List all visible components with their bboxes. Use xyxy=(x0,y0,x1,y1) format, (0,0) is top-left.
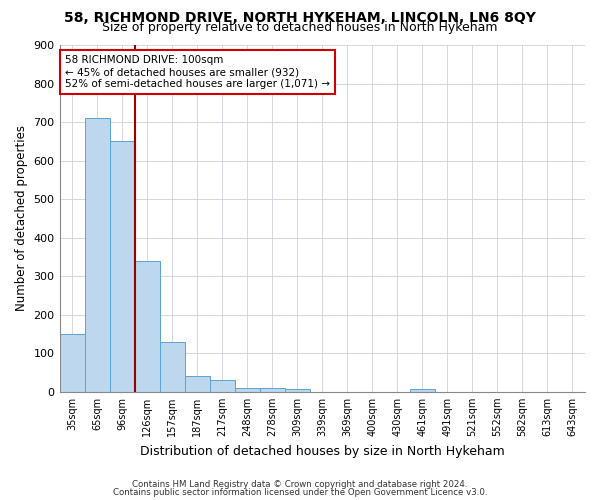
Text: 58, RICHMOND DRIVE, NORTH HYKEHAM, LINCOLN, LN6 8QY: 58, RICHMOND DRIVE, NORTH HYKEHAM, LINCO… xyxy=(64,11,536,25)
Y-axis label: Number of detached properties: Number of detached properties xyxy=(15,126,28,312)
Bar xyxy=(110,142,134,392)
Bar xyxy=(410,388,435,392)
Text: Contains HM Land Registry data © Crown copyright and database right 2024.: Contains HM Land Registry data © Crown c… xyxy=(132,480,468,489)
Bar xyxy=(160,342,185,392)
Bar xyxy=(134,261,160,392)
Text: 58 RICHMOND DRIVE: 100sqm
← 45% of detached houses are smaller (932)
52% of semi: 58 RICHMOND DRIVE: 100sqm ← 45% of detac… xyxy=(65,56,330,88)
Bar xyxy=(235,388,260,392)
Bar xyxy=(185,376,209,392)
Bar xyxy=(260,388,285,392)
Bar xyxy=(209,380,235,392)
X-axis label: Distribution of detached houses by size in North Hykeham: Distribution of detached houses by size … xyxy=(140,444,505,458)
Text: Contains public sector information licensed under the Open Government Licence v3: Contains public sector information licen… xyxy=(113,488,487,497)
Bar xyxy=(285,388,310,392)
Bar xyxy=(85,118,110,392)
Bar xyxy=(59,334,85,392)
Text: Size of property relative to detached houses in North Hykeham: Size of property relative to detached ho… xyxy=(102,21,498,34)
